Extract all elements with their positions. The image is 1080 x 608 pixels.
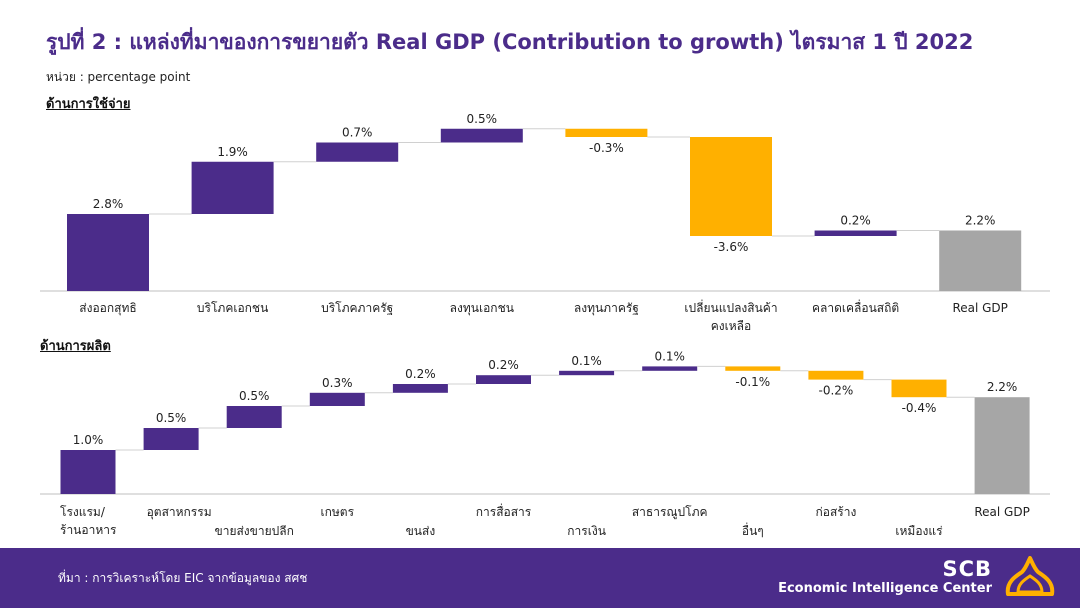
bar-5: [565, 128, 648, 137]
value-label-8: 0.1%: [654, 349, 685, 363]
bar-3: [316, 142, 399, 162]
category-label-9: อื่นๆ: [742, 522, 764, 538]
bar-2: [143, 428, 199, 450]
bar-1: [60, 450, 116, 494]
category-label-10: ก่อสร้าง: [815, 505, 856, 519]
value-label-3: 0.5%: [239, 389, 270, 403]
category-label-4: เกษตร: [321, 505, 355, 519]
category-label-6: เปลี่ยนแปลงสินค้าคงเหลือ: [684, 299, 777, 333]
category-label-1: ส่งออกสุทธิ: [79, 301, 136, 316]
value-label-10: -0.2%: [818, 384, 853, 398]
unit-label: หน่วย : percentage point: [46, 70, 191, 84]
value-label-2: 0.5%: [156, 411, 187, 425]
value-label-5: 0.2%: [405, 367, 436, 381]
category-label-12: Real GDP: [974, 505, 1029, 519]
category-label-3: บริโภคภาครัฐ: [321, 301, 393, 315]
category-label-6: การสื่อสาร: [476, 503, 532, 519]
category-label-8: สาธารณูปโภค: [632, 505, 708, 520]
value-label-8: 2.2%: [965, 214, 996, 228]
source-note: ที่มา : การวิเคราะห์โดย EIC จากข้อมูลของ…: [58, 571, 308, 585]
value-label-2: 1.9%: [217, 145, 248, 159]
bar-3: [226, 406, 282, 428]
production-waterfall-chart: 1.0% โรงแรม/ร้านอาหาร 0.5% อุตสาหกรรม 0.5% ขา…: [40, 349, 1050, 538]
bar-5: [392, 384, 448, 393]
category-label-4: ลงทุนเอกชน: [450, 301, 514, 316]
category-label-2: อุตสาหกรรม: [147, 505, 212, 520]
bar-4: [440, 128, 523, 143]
bar-7: [814, 230, 897, 236]
production-section-label: ด้านการผลิต: [40, 339, 111, 354]
value-label-7: 0.2%: [840, 214, 871, 228]
brand-subtitle: Economic Intelligence Center: [778, 581, 992, 596]
value-label-4: 0.5%: [467, 112, 498, 126]
category-label-5: ลงทุนภาครัฐ: [574, 301, 639, 316]
category-label-2: บริโภคเอกชน: [197, 301, 268, 315]
bar-7: [559, 370, 615, 376]
category-label-3: ขายส่งขายปลีก: [215, 524, 294, 538]
value-label-6: 0.2%: [488, 358, 519, 372]
brand-name: SCB: [942, 557, 992, 581]
expenditure-section-label: ด้านการใช้จ่าย: [46, 97, 131, 112]
value-label-5: -0.3%: [589, 141, 624, 155]
value-label-7: 0.1%: [571, 354, 602, 368]
category-label-1: โรงแรม/ร้านอาหาร: [60, 505, 117, 537]
bar-12: [974, 397, 1030, 494]
bar-8: [939, 230, 1022, 291]
bar-11: [891, 379, 947, 398]
bar-6: [476, 375, 531, 384]
value-label-3: 0.7%: [342, 126, 373, 140]
value-label-12: 2.2%: [987, 380, 1018, 394]
value-label-6: -3.6%: [714, 240, 749, 254]
category-label-11: เหมืองแร่: [895, 524, 943, 538]
bar-2: [191, 161, 274, 214]
value-label-9: -0.1%: [735, 375, 770, 389]
value-label-1: 2.8%: [93, 197, 124, 211]
value-label-1: 1.0%: [73, 433, 104, 447]
value-label-4: 0.3%: [322, 376, 353, 390]
bar-8: [642, 366, 698, 371]
bar-10: [808, 370, 864, 380]
category-label-7: การเงิน: [567, 524, 606, 538]
bar-1: [67, 214, 149, 291]
scb-logo-icon: [1005, 556, 1055, 596]
brand-block: SCB Economic Intelligence Center: [778, 557, 992, 597]
bar-4: [309, 392, 365, 406]
value-label-11: -0.4%: [902, 401, 937, 415]
category-label-5: ขนส่ง: [406, 524, 436, 538]
chart-title: รูปที่ 2 : แหล่งที่มาของการขยายตัว Real …: [46, 30, 974, 54]
category-label-8: Real GDP: [952, 301, 1007, 315]
footer-bar: ที่มา : การวิเคราะห์โดย EIC จากข้อมูลของ…: [0, 548, 1080, 608]
expenditure-waterfall-chart: 2.8% ส่งออกสุทธิ 1.9% บริโภคเอกชน 0.7% บริโภค…: [40, 112, 1050, 333]
category-label-7: คลาดเคลื่อนสถิติ: [812, 299, 899, 315]
bar-9: [725, 366, 781, 371]
bar-6: [690, 137, 772, 236]
